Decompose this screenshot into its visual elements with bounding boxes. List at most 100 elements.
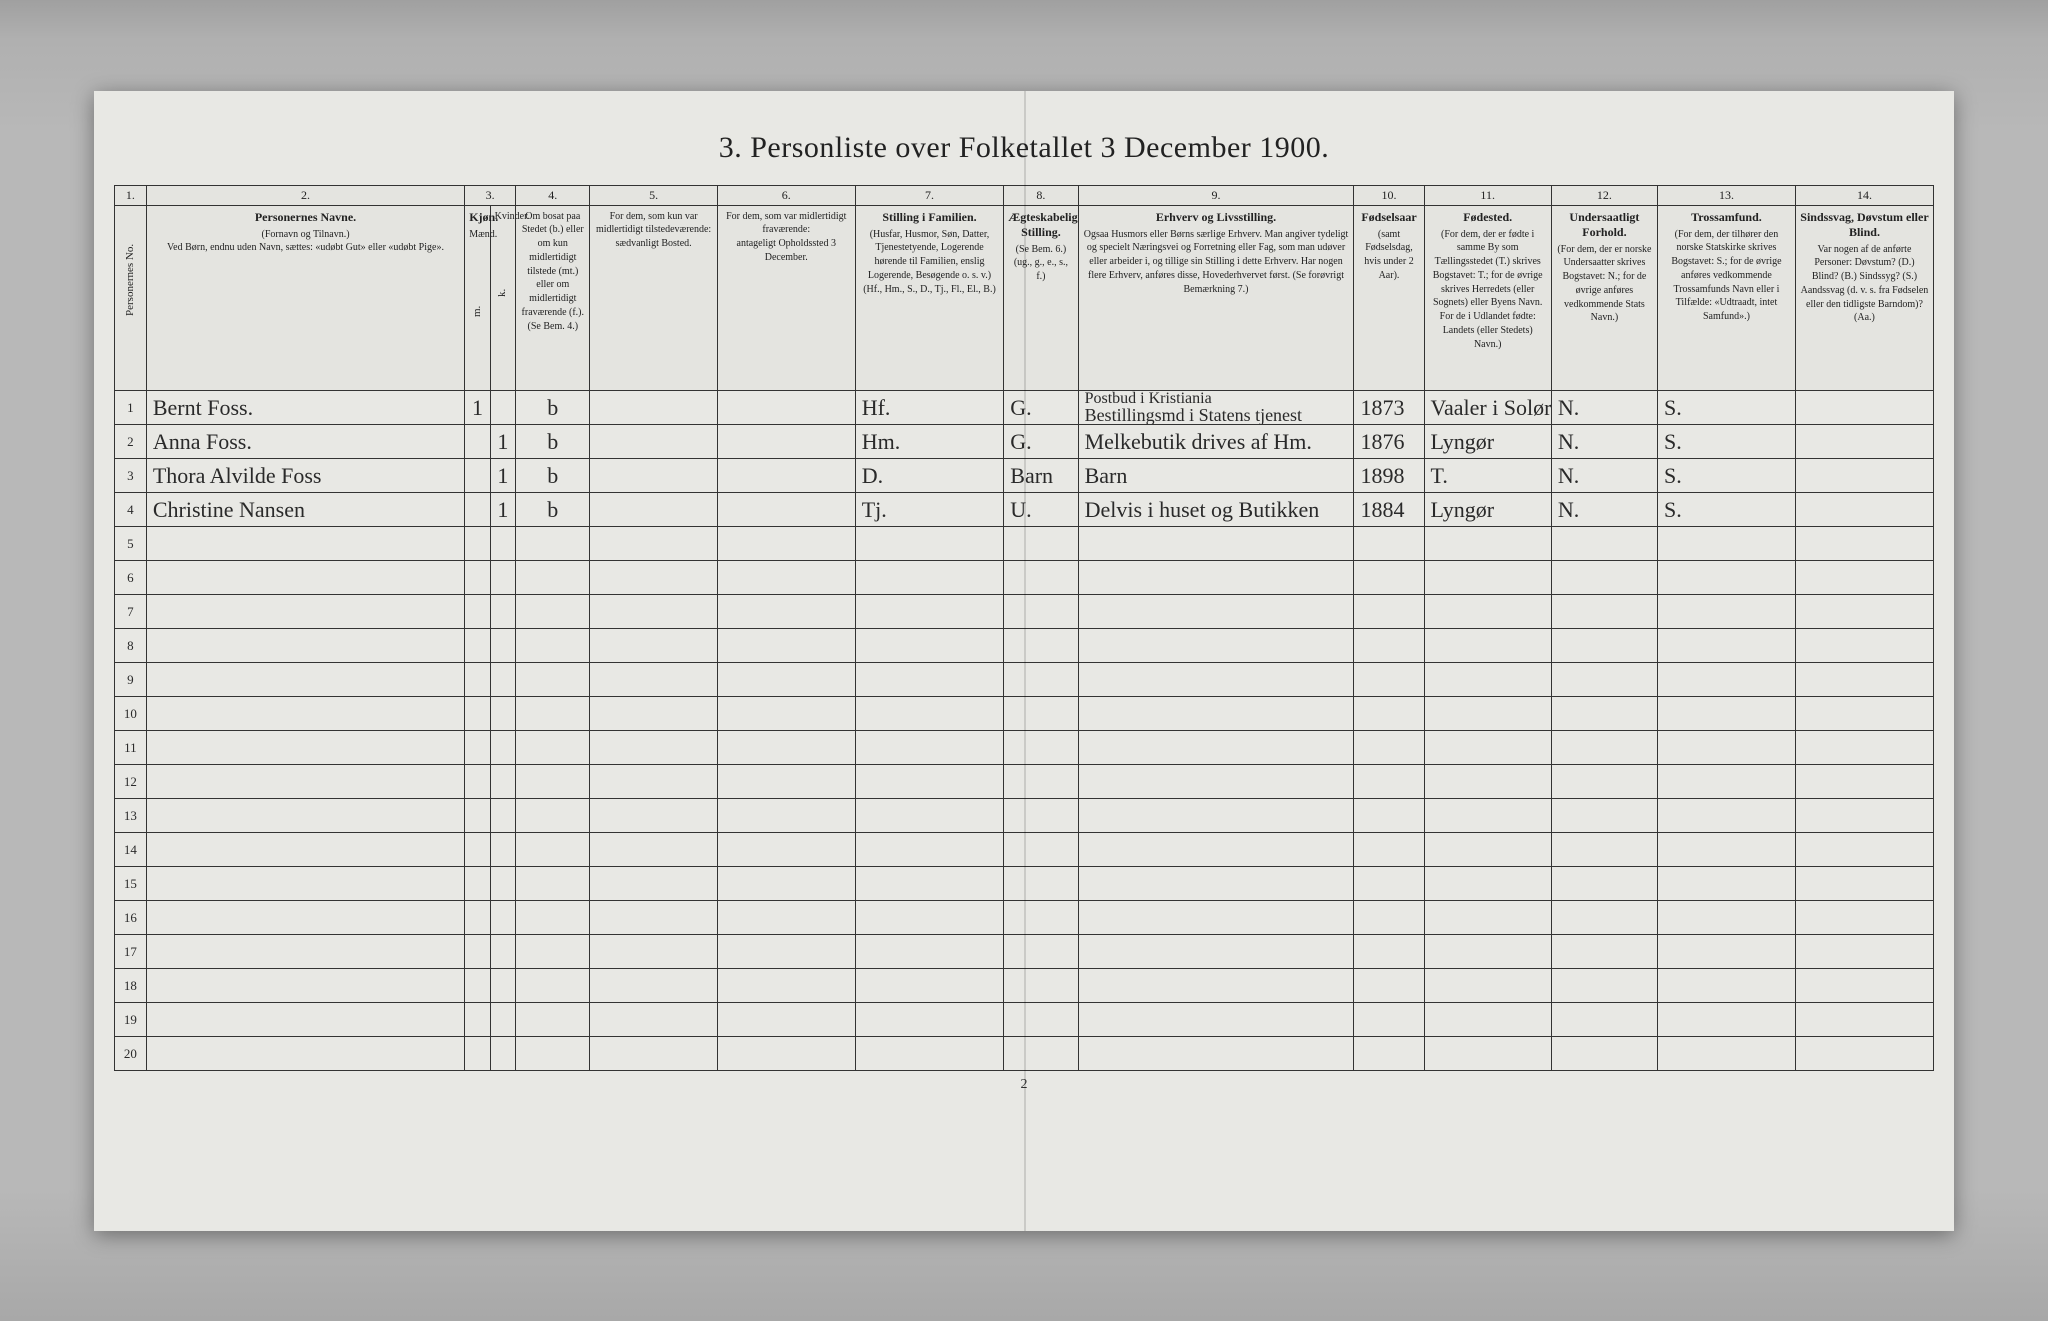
cell-c7 (855, 697, 1004, 731)
cell-k (490, 765, 515, 799)
cell-c10: 1898 (1354, 459, 1424, 493)
cell-b: b (516, 391, 590, 425)
cell-n: 5 (115, 527, 147, 561)
table-row: 8 (115, 629, 1934, 663)
cell-c12: N. (1551, 493, 1657, 527)
cell-c8 (1004, 527, 1078, 561)
cell-c10 (1354, 799, 1424, 833)
census-document: 3. Personliste over Folketallet 3 Decemb… (94, 91, 1954, 1231)
cell-n: 15 (115, 867, 147, 901)
cell-c13 (1657, 799, 1795, 833)
cell-c7 (855, 867, 1004, 901)
cell-m (465, 425, 490, 459)
cell-k (490, 867, 515, 901)
cell-m (465, 595, 490, 629)
cell-b (516, 833, 590, 867)
cell-c10 (1354, 595, 1424, 629)
cell-k (490, 799, 515, 833)
cell-c13: S. (1657, 493, 1795, 527)
cell-c11 (1424, 833, 1551, 867)
cell-b (516, 731, 590, 765)
table-row: 13 (115, 799, 1934, 833)
cell-c6 (717, 799, 855, 833)
cell-c10 (1354, 901, 1424, 935)
cell-b (516, 765, 590, 799)
cell-c9 (1078, 833, 1354, 867)
cell-k: 1 (490, 425, 515, 459)
cell-c9 (1078, 1037, 1354, 1071)
cell-c5 (590, 935, 717, 969)
cell-c11 (1424, 765, 1551, 799)
cell-name: Bernt Foss. (146, 391, 464, 425)
cell-c6 (717, 697, 855, 731)
cell-c7: Hm. (855, 425, 1004, 459)
cell-c9 (1078, 1003, 1354, 1037)
cell-k (490, 595, 515, 629)
cell-c12 (1551, 561, 1657, 595)
cell-c7 (855, 527, 1004, 561)
cell-c10 (1354, 629, 1424, 663)
cell-m (465, 935, 490, 969)
cell-m (465, 493, 490, 527)
table-row: 7 (115, 595, 1934, 629)
cell-name (146, 527, 464, 561)
cell-c14 (1795, 629, 1933, 663)
cell-m (465, 561, 490, 595)
cell-c12 (1551, 935, 1657, 969)
cell-c12: N. (1551, 391, 1657, 425)
cell-m (465, 629, 490, 663)
cell-c8 (1004, 1037, 1078, 1071)
cell-name (146, 799, 464, 833)
cell-c13 (1657, 1037, 1795, 1071)
cell-c5 (590, 561, 717, 595)
cell-c14 (1795, 1037, 1933, 1071)
cell-c13 (1657, 901, 1795, 935)
cell-n: 4 (115, 493, 147, 527)
col-num: 5. (590, 185, 717, 205)
cell-c13 (1657, 527, 1795, 561)
cell-c12 (1551, 969, 1657, 1003)
cell-c10 (1354, 969, 1424, 1003)
cell-c13 (1657, 731, 1795, 765)
cell-c10 (1354, 731, 1424, 765)
cell-n: 6 (115, 561, 147, 595)
cell-c13 (1657, 663, 1795, 697)
table-row: 11 (115, 731, 1934, 765)
cell-c6 (717, 561, 855, 595)
cell-name (146, 1037, 464, 1071)
cell-b: b (516, 425, 590, 459)
cell-c6 (717, 527, 855, 561)
table-row: 2Anna Foss.1bHm.G.Melkebutik drives af H… (115, 425, 1934, 459)
cell-c14 (1795, 833, 1933, 867)
table-row: 15 (115, 867, 1934, 901)
cell-c12 (1551, 629, 1657, 663)
cell-c9 (1078, 799, 1354, 833)
cell-c11 (1424, 935, 1551, 969)
cell-c11 (1424, 799, 1551, 833)
cell-c9 (1078, 867, 1354, 901)
cell-c10 (1354, 935, 1424, 969)
cell-c8 (1004, 935, 1078, 969)
cell-c14 (1795, 425, 1933, 459)
cell-c14 (1795, 527, 1933, 561)
column-header-row: Personernes No.Personernes Navne.(Fornav… (115, 205, 1934, 391)
cell-m (465, 731, 490, 765)
cell-m (465, 1037, 490, 1071)
cell-c13: S. (1657, 391, 1795, 425)
cell-c5 (590, 425, 717, 459)
table-row: 5 (115, 527, 1934, 561)
cell-c8: G. (1004, 425, 1078, 459)
cell-m (465, 1003, 490, 1037)
table-head: 1.2.3.4.5.6.7.8.9.10.11.12.13.14. Person… (115, 185, 1934, 391)
cell-c14 (1795, 867, 1933, 901)
cell-k (490, 935, 515, 969)
cell-c5 (590, 765, 717, 799)
cell-c7: Tj. (855, 493, 1004, 527)
cell-c5 (590, 527, 717, 561)
cell-c7 (855, 1037, 1004, 1071)
table-row: 20 (115, 1037, 1934, 1071)
cell-c7 (855, 663, 1004, 697)
cell-k (490, 731, 515, 765)
cell-k (490, 629, 515, 663)
cell-m (465, 969, 490, 1003)
